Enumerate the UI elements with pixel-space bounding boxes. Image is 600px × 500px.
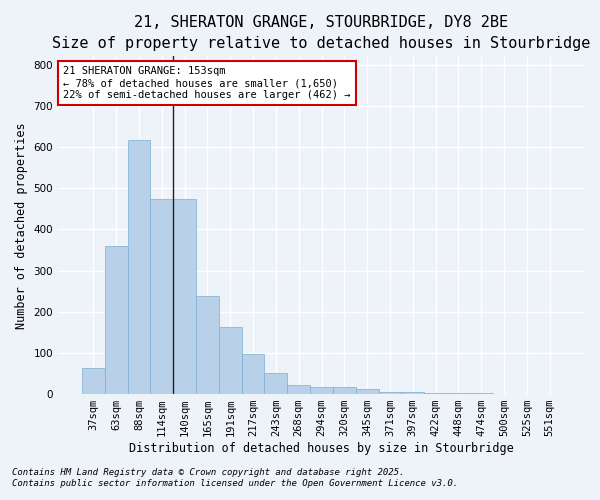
X-axis label: Distribution of detached houses by size in Stourbridge: Distribution of detached houses by size … [129,442,514,455]
Y-axis label: Number of detached properties: Number of detached properties [15,122,28,328]
Bar [242,354,265,394]
Bar [219,327,242,394]
Bar [310,386,333,394]
Bar [105,246,128,394]
Bar [265,374,287,394]
Bar [128,140,151,394]
Bar [82,368,105,394]
Text: Contains HM Land Registry data © Crown copyright and database right 2025.
Contai: Contains HM Land Registry data © Crown c… [12,468,458,487]
Bar [401,392,424,394]
Bar [356,388,379,394]
Bar [424,393,447,394]
Bar [333,386,356,394]
Text: 21 SHERATON GRANGE: 153sqm
← 78% of detached houses are smaller (1,650)
22% of s: 21 SHERATON GRANGE: 153sqm ← 78% of deta… [64,66,351,100]
Bar [379,392,401,394]
Bar [173,200,196,394]
Bar [196,296,219,394]
Title: 21, SHERATON GRANGE, STOURBRIDGE, DY8 2BE
Size of property relative to detached : 21, SHERATON GRANGE, STOURBRIDGE, DY8 2B… [52,15,591,51]
Bar [151,200,173,394]
Bar [287,385,310,394]
